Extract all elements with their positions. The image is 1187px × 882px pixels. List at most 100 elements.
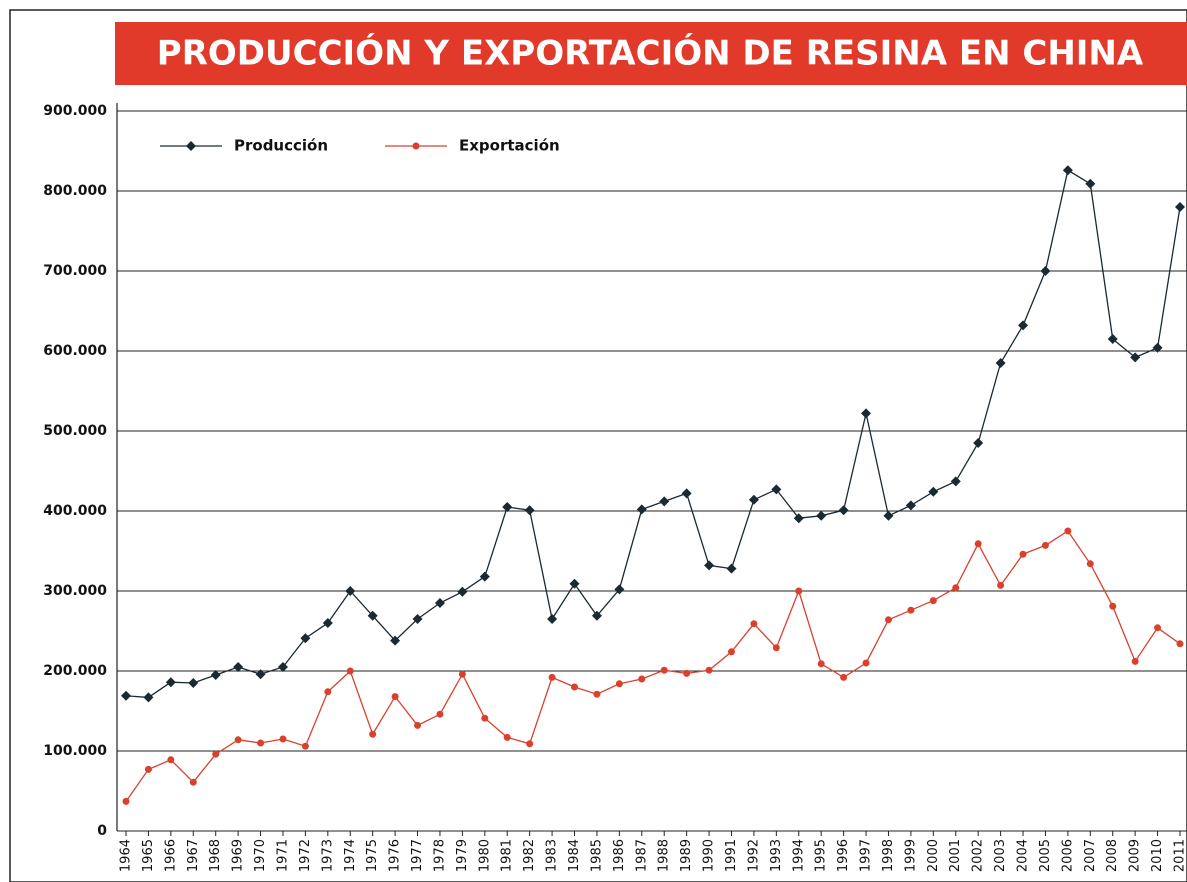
- data-point: [750, 620, 758, 628]
- data-point: [121, 690, 131, 701]
- data-point: [165, 677, 176, 688]
- legend-marker: [186, 141, 196, 151]
- data-point: [1154, 624, 1162, 632]
- x-tick-label: 1977: [410, 839, 425, 872]
- data-point: [189, 778, 197, 786]
- x-tick-label: 1976: [388, 839, 403, 872]
- data-point: [705, 666, 713, 674]
- data-point: [591, 610, 602, 621]
- data-point: [681, 488, 692, 499]
- x-tick-label: 1968: [208, 839, 223, 872]
- x-tick-label: 2008: [1105, 839, 1120, 872]
- data-point: [862, 659, 870, 667]
- x-tick-label: 2004: [1016, 839, 1031, 872]
- x-tick-label: 1966: [163, 839, 178, 872]
- data-point: [636, 504, 647, 515]
- data-point: [479, 571, 490, 582]
- data-point: [188, 678, 199, 688]
- data-point: [838, 505, 849, 516]
- x-tick-label: 1984: [567, 839, 582, 872]
- data-point: [322, 618, 333, 628]
- data-point: [1107, 334, 1118, 344]
- data-point: [324, 688, 332, 696]
- x-tick-label: 2001: [948, 839, 963, 872]
- x-tick-label: 1999: [903, 839, 918, 872]
- data-point: [481, 714, 489, 722]
- data-point: [1109, 602, 1117, 610]
- data-point: [212, 750, 220, 758]
- x-tick-label: 2010: [1150, 839, 1165, 872]
- data-point: [907, 606, 915, 614]
- x-tick-label: 1980: [477, 839, 492, 872]
- x-tick-label: 1973: [320, 839, 335, 872]
- y-tick-label: 0: [97, 823, 107, 839]
- data-point: [457, 586, 468, 597]
- data-point: [1152, 342, 1163, 353]
- data-point: [345, 586, 356, 596]
- data-point: [1064, 527, 1072, 535]
- data-point: [458, 670, 466, 678]
- data-point: [1085, 178, 1096, 189]
- x-tick-label: 2006: [1060, 839, 1075, 872]
- data-point: [1019, 550, 1027, 558]
- x-tick-label: 2005: [1038, 839, 1053, 872]
- data-point: [502, 502, 513, 512]
- y-tick-label: 600.000: [43, 343, 107, 359]
- data-point: [615, 680, 623, 688]
- data-point: [1040, 266, 1051, 276]
- legend-marker: [412, 142, 420, 150]
- data-point: [638, 675, 646, 683]
- data-point: [997, 581, 1005, 589]
- x-tick-label: 1994: [791, 839, 806, 872]
- data-point: [952, 584, 960, 592]
- x-tick-label: 1986: [612, 839, 627, 872]
- data-point: [547, 614, 558, 624]
- x-tick-label: 1978: [432, 839, 447, 872]
- data-point: [771, 484, 782, 495]
- data-point: [234, 736, 242, 744]
- data-point: [122, 797, 130, 805]
- data-point: [816, 510, 827, 521]
- data-point: [301, 742, 309, 750]
- data-point: [1131, 657, 1139, 665]
- data-point: [593, 690, 601, 698]
- data-point: [772, 644, 780, 652]
- data-point: [1041, 541, 1049, 549]
- x-tick-label: 2009: [1128, 839, 1143, 872]
- data-point: [569, 578, 580, 589]
- data-point: [974, 540, 982, 548]
- data-point: [143, 692, 154, 703]
- data-point: [503, 733, 511, 741]
- x-tick-label: 1996: [836, 839, 851, 872]
- x-tick-label: 1965: [141, 839, 156, 872]
- data-point: [233, 662, 244, 672]
- data-point: [436, 710, 444, 718]
- x-tick-label: 1982: [522, 839, 537, 872]
- data-point: [210, 670, 221, 680]
- x-tick-label: 1992: [746, 839, 761, 872]
- x-tick-label: 2002: [971, 839, 986, 872]
- x-tick-label: 1971: [275, 839, 290, 872]
- frame: [9, 9, 1187, 882]
- data-point: [928, 486, 939, 497]
- data-point: [346, 667, 354, 675]
- data-point: [167, 756, 175, 764]
- y-tick-label: 500.000: [43, 423, 107, 439]
- x-tick-label: 1988: [657, 839, 672, 872]
- data-point: [659, 496, 670, 507]
- y-tick-label: 100.000: [43, 743, 107, 759]
- data-point: [548, 673, 556, 681]
- series-line: [125, 530, 1181, 802]
- y-tick-label: 900.000: [43, 103, 107, 119]
- data-point: [1018, 320, 1029, 331]
- data-point: [255, 669, 266, 680]
- x-tick-label: 1972: [298, 839, 313, 872]
- x-tick-label: 1967: [186, 839, 201, 872]
- x-tick-label: 1991: [724, 839, 739, 872]
- x-tick-label: 1983: [545, 839, 560, 872]
- x-tick-label: 1997: [859, 839, 874, 872]
- data-point: [973, 438, 984, 448]
- data-point: [279, 735, 287, 743]
- y-tick-label: 700.000: [43, 263, 107, 279]
